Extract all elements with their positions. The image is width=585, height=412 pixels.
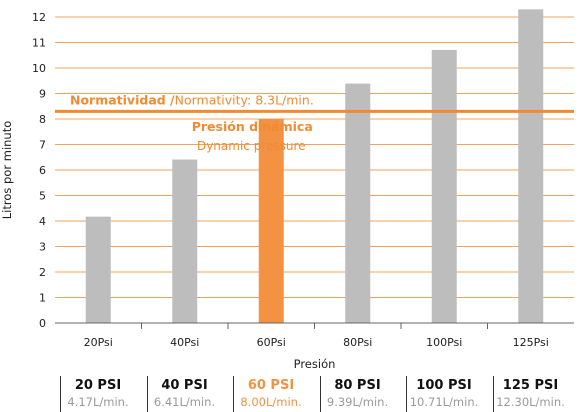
annotation-group: Presión dinámica Dynamic pressure — [192, 119, 313, 153]
summary-flow: 6.41L/min. — [153, 395, 216, 409]
summary-separator — [60, 376, 61, 412]
summary-separator — [406, 376, 407, 412]
y-tick-label: 7 — [39, 139, 46, 152]
summary-flow: 8.00L/min. — [240, 395, 302, 409]
bar — [172, 159, 198, 323]
reference-line-group: Normatividad /Normativity: 8.3L/min. — [55, 92, 574, 113]
summary-separator — [233, 376, 234, 412]
annotation-subtitle: Dynamic pressure — [197, 139, 306, 153]
summary-cell: 125 PSI 12.30L/min. — [492, 376, 568, 412]
reference-line-label: Normatividad /Normativity: 8.3L/min. — [70, 92, 314, 107]
y-tick-label: 5 — [39, 190, 46, 203]
y-tick-label: 9 — [39, 88, 46, 101]
summary-cell: 100 PSI 10.71L/min. — [406, 376, 481, 412]
y-tick-label: 4 — [39, 215, 46, 228]
y-tick-label: 10 — [32, 62, 46, 75]
summary-flow: 10.71L/min. — [409, 395, 479, 409]
y-tick-label: 11 — [32, 37, 46, 50]
summary-pressure: 40 PSI — [161, 378, 208, 393]
bar — [85, 216, 111, 323]
x-tick-label: 40Psi — [170, 336, 199, 349]
summary-separator — [319, 376, 321, 412]
bar — [258, 119, 284, 323]
summary-flow: 4.17L/min. — [67, 395, 129, 409]
annotation-title: Presión dinámica — [192, 119, 313, 134]
summary-flow: 9.39L/min. — [326, 395, 389, 409]
summary-flow: 12.30L/min. — [496, 395, 565, 409]
x-tick-label: 125Psi — [513, 336, 549, 349]
bars — [85, 9, 544, 324]
y-axis-title: Litros por minuto — [0, 121, 14, 220]
x-tick-label: 60Psi — [257, 336, 286, 349]
x-axis-title: Presión — [294, 357, 336, 371]
x-tick-label: 100Psi — [426, 336, 462, 349]
reference-line-label-bold: Normatividad / — [70, 92, 175, 107]
summary-pressure: 20 PSI — [74, 378, 122, 393]
y-tick-label: 2 — [39, 266, 46, 279]
gridlines — [55, 16, 574, 298]
y-tick-label: 1 — [39, 292, 46, 305]
y-tick-label: 0 — [39, 317, 46, 330]
summary-cell: 20 PSI 4.17L/min. — [60, 376, 135, 412]
bar — [431, 49, 457, 324]
x-tick-labels: 20Psi 40Psi 60Psi 80Psi 100Psi 125Psi — [84, 323, 549, 349]
y-tick-label: 12 — [32, 11, 46, 24]
x-tick-label: 20Psi — [84, 336, 113, 349]
summary-cell: 40 PSI 6.41L/min. — [146, 376, 222, 412]
summary-pressure: 60 PSI — [247, 378, 295, 393]
summary-separator — [492, 376, 494, 412]
bar — [518, 9, 544, 323]
bar — [345, 83, 371, 324]
reference-line-label-text: Normativity: 8.3L/min. — [175, 92, 314, 107]
summary-table: 20 PSI 4.17L/min. 40 PSI 6.41L/min. 60 PSI 8.… — [55, 376, 585, 412]
summary-cell: 80 PSI 9.39L/min. — [319, 376, 395, 412]
summary-pressure: 80 PSI — [334, 378, 381, 393]
summary-separator — [146, 376, 148, 412]
y-tick-label: 6 — [39, 164, 46, 177]
y-tick-label: 3 — [39, 241, 46, 254]
summary-pressure: 125 PSI — [502, 378, 559, 393]
x-tick-label: 80Psi — [343, 336, 372, 349]
summary-pressure: 100 PSI — [416, 378, 472, 393]
y-tick-label: 8 — [39, 113, 46, 126]
summary-cell: 60 PSI 8.00L/min. — [233, 376, 308, 412]
